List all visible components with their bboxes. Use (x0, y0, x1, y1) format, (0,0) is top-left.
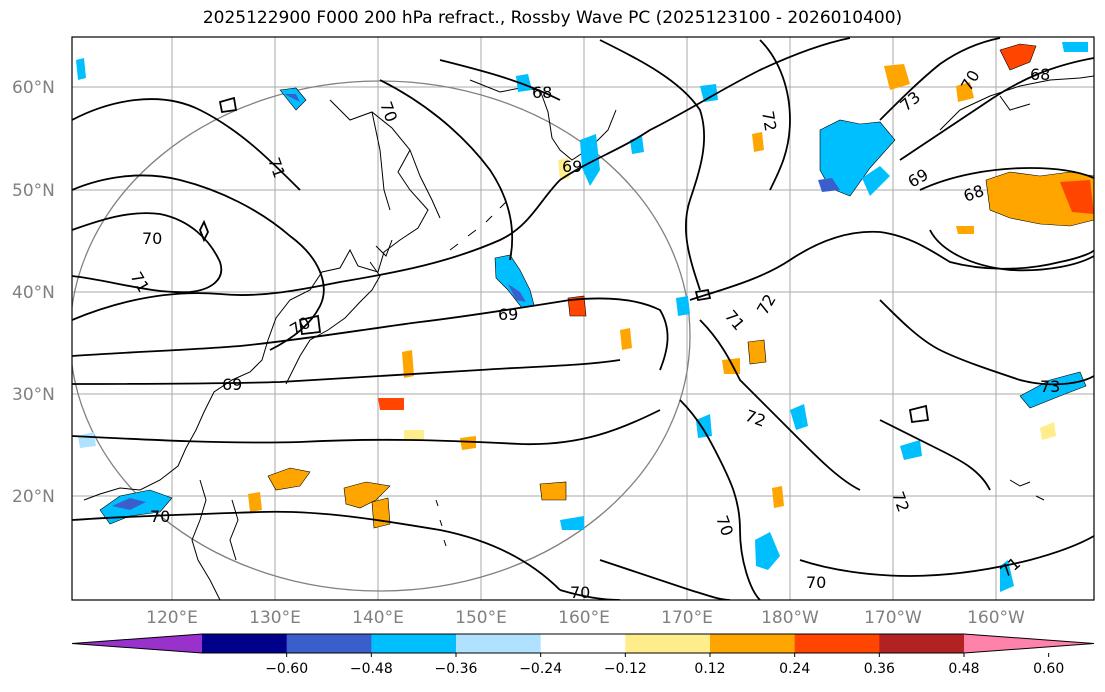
colorbar-segment (456, 634, 542, 653)
contours (72, 37, 1094, 600)
colorbar-tick-label: −0.12 (604, 661, 647, 677)
lat-label: 20°N (12, 487, 55, 507)
lon-label: 130°E (249, 608, 301, 628)
colorbar-segment (879, 634, 965, 653)
lat-label: 30°N (12, 385, 55, 405)
contour-label: 70 (806, 573, 826, 592)
coastlines (83, 75, 1094, 600)
colorbar-tick-label: −0.60 (265, 661, 308, 677)
colorbar-segment (540, 634, 626, 653)
lon-label: 120°E (146, 608, 198, 628)
lon-label: 180°W (761, 608, 819, 628)
map-background (72, 37, 1094, 600)
colorbar-tick-label: 0.36 (864, 661, 895, 677)
colorbar-segment (625, 634, 711, 653)
colorbar-extend-high (964, 634, 1094, 653)
contour-label: 68 (532, 83, 552, 102)
colorbar-tick-label: −0.48 (350, 661, 393, 677)
contour-label: 72 (758, 109, 780, 132)
lon-label: 140°E (352, 608, 404, 628)
colorbar-segment (371, 634, 457, 653)
shading (76, 42, 1094, 592)
map-title: 2025122900 F000 200 hPa refract., Rossby… (202, 8, 903, 28)
lat-label: 50°N (12, 181, 55, 201)
colorbar-segment (794, 634, 880, 653)
colorbar: −0.60 −0.48 −0.36 −0.24 −0.12 0.12 0.24 0.36 0.4… (71, 633, 1095, 677)
lon-label: 170°E (661, 608, 713, 628)
colorbar-tick-label: −0.36 (435, 661, 478, 677)
colorbar-outline (71, 633, 1095, 654)
colorbar-tick-label: −0.24 (519, 661, 562, 677)
colorbar-segment (710, 634, 796, 653)
colorbar-segment (286, 634, 372, 653)
contour-label: 69 (498, 305, 518, 324)
lon-label: 150°E (455, 608, 507, 628)
colorbar-tick-label: 0.48 (948, 661, 979, 677)
contour-label: 69 (562, 157, 582, 176)
contour-label: 68 (1030, 65, 1050, 84)
contour-label: 73 (1040, 377, 1060, 396)
map-frame (71, 36, 1095, 601)
contour-label: 70 (142, 229, 162, 248)
contour-label: 70 (150, 507, 170, 526)
contour-label: 70 (570, 583, 590, 602)
longitude-labels: 120°E 130°E 140°E 150°E 160°E 170°E 180°… (146, 608, 1025, 628)
lat-label: 60°N (12, 78, 55, 98)
lon-label: 160°W (967, 608, 1025, 628)
lon-label: 170°W (864, 608, 922, 628)
lon-label: 160°E (558, 608, 610, 628)
colorbar-tick-label: 0.24 (779, 661, 810, 677)
contour-label: 69 (222, 375, 242, 394)
colorbar-tick-label: 0.60 (1033, 661, 1064, 677)
colorbar-extend-low (72, 634, 202, 653)
lat-label: 40°N (12, 283, 55, 303)
colorbar-tick-label: 0.12 (694, 661, 725, 677)
colorbar-segment (202, 634, 288, 653)
latitude-labels: 60°N 50°N 40°N 30°N 20°N (12, 78, 55, 507)
